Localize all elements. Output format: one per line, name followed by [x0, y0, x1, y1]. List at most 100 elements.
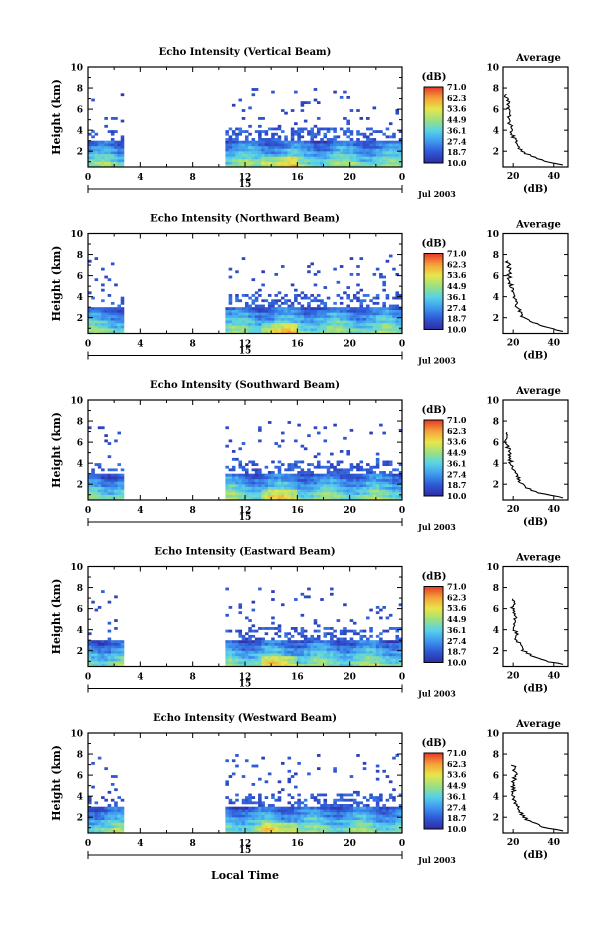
heatmap-cell [307, 463, 311, 466]
heatmap-cell [284, 153, 288, 157]
heatmap-cell [349, 156, 354, 160]
heatmap-cell [372, 817, 377, 821]
heatmap-cell [238, 476, 243, 480]
colorbar-swatch [424, 597, 443, 601]
heatmap-cell [313, 140, 318, 144]
heatmap-cell [258, 117, 262, 120]
heatmap-cell [274, 830, 279, 834]
heatmap-cell [101, 426, 105, 430]
heatmap-cell [359, 320, 364, 324]
heatmap-cell [352, 489, 357, 493]
heatmap-cell [313, 476, 318, 480]
heatmap-cell [117, 156, 122, 160]
heatmap-cell [271, 135, 275, 139]
colorbar-tick-label: 44.9 [447, 781, 467, 791]
heatmap-cell [388, 806, 393, 810]
heatmap-cell [297, 156, 301, 160]
colorbar-swatch [424, 461, 443, 465]
heatmap-cell [320, 822, 324, 826]
heatmap-cell [307, 309, 311, 313]
heatmap-cell [320, 825, 324, 828]
heatmap-cell [359, 661, 364, 665]
heatmap-cell [300, 473, 305, 477]
heatmap-cell [280, 825, 285, 828]
heatmap-cell [245, 616, 249, 620]
heatmap-cell [297, 309, 301, 313]
heatmap-cell [228, 814, 233, 818]
heatmap-cell [117, 494, 122, 498]
heatmap-cell [326, 156, 331, 160]
heatmap-cell [339, 312, 344, 316]
heatmap-cell [91, 809, 95, 813]
heatmap-cell [316, 145, 321, 149]
heatmap-cell [316, 330, 321, 334]
heatmap-cell [254, 478, 259, 482]
heatmap-cell [290, 481, 295, 485]
heatmap-cell [300, 627, 305, 630]
heatmap-cell [114, 619, 118, 622]
heatmap-cell [339, 817, 344, 821]
heatmap-cell [366, 468, 370, 472]
heatmap-cell [316, 101, 321, 105]
heatmap-cell [107, 330, 112, 334]
heatmap-cell [91, 640, 95, 644]
heatmap-cell [349, 476, 354, 480]
heatmap-cell [307, 132, 311, 136]
heatmap-cell [251, 476, 256, 480]
heatmap-cell [88, 492, 92, 495]
heatmap-cell [88, 798, 92, 802]
heatmap-cell [366, 663, 370, 667]
heatmap-cell [248, 328, 252, 332]
heatmap-cell [313, 798, 318, 802]
heatmap-cell [366, 328, 370, 332]
heatmap-cell [307, 478, 311, 482]
heatmap-cell [362, 658, 367, 662]
heatmap-cell [385, 798, 390, 802]
heatmap-cell [349, 307, 354, 311]
heatmap-cell [290, 465, 295, 469]
heatmap-cell [369, 634, 373, 638]
heatmap-cell [356, 465, 360, 469]
colorbar-swatch [424, 603, 443, 606]
heatmap-cell [290, 640, 295, 644]
heatmap-cell [94, 658, 99, 662]
heatmap-cell [362, 145, 367, 149]
heatmap-cell [307, 825, 311, 828]
heatmap-cell [362, 325, 367, 329]
heatmap-cell [320, 148, 324, 152]
heatmap-cell [323, 822, 328, 826]
heatmap-cell [366, 309, 370, 313]
heatmap-cell [297, 473, 301, 477]
heatmap-cell [88, 661, 92, 665]
heatmap-cell [388, 153, 393, 157]
heatmap-cell [310, 299, 314, 303]
heatmap-cell [107, 315, 112, 318]
heatmap-cell [254, 814, 259, 818]
heatmap-cell [339, 825, 344, 828]
heatmap-cell [346, 640, 350, 644]
heatmap-cell [333, 640, 337, 644]
heatmap-cell [101, 330, 105, 334]
heatmap-cell [290, 315, 295, 318]
heatmap-cell [339, 450, 344, 453]
heatmap-cell [245, 317, 249, 321]
heatmap-cell [398, 830, 403, 834]
heatmap-cell [294, 494, 298, 498]
heatmap-cell [385, 478, 390, 482]
heatmap-cell [238, 629, 243, 633]
heatmap-cell [261, 473, 265, 477]
heatmap-cell [274, 650, 279, 654]
heatmap-cell [313, 619, 318, 622]
heatmap-cell [264, 315, 269, 318]
heatmap-cell [310, 478, 314, 482]
heatmap-cell [395, 642, 400, 646]
heatmap-cell [277, 143, 282, 147]
heatmap-cell [284, 145, 288, 149]
heatmap-cell [307, 471, 311, 474]
heatmap-cell [398, 294, 403, 297]
heatmap-cell [339, 156, 344, 160]
heatmap-cell [254, 661, 259, 665]
heatmap-cell [264, 312, 269, 316]
heatmap-cell [241, 822, 246, 826]
